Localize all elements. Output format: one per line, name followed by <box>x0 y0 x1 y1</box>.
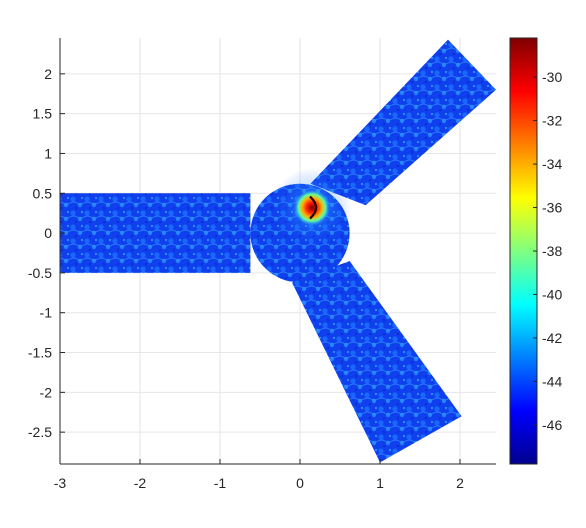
x-tick-label: -3 <box>54 475 67 491</box>
colorbar-tick-label: -36 <box>542 200 562 216</box>
y-tick-label: 1 <box>44 145 52 161</box>
domain-arm <box>60 193 251 273</box>
y-axis-ticks: 2 1.5 1 0.5 0 -0.5 -1 -1.5 -2 -2.5 <box>28 66 65 440</box>
y-tick-label: -1.5 <box>28 345 52 361</box>
y-tick-label: 1.5 <box>33 106 53 122</box>
source-hotspot <box>294 189 330 226</box>
x-tick-label: -2 <box>134 475 147 491</box>
colorbar-tick-label: -34 <box>542 156 562 172</box>
colorbar: -30 -32 -34 -36 -38 -40 -42 -44 -46 <box>509 37 562 465</box>
y-tick-label: -0.5 <box>28 265 52 281</box>
y-tick-label: -1 <box>40 305 53 321</box>
colorbar-tick-label: -40 <box>542 286 562 302</box>
colorbar-scale <box>509 37 538 465</box>
x-tick-label: 1 <box>376 475 384 491</box>
y-tick-label: -2.5 <box>28 424 52 440</box>
colorbar-tick-label: -38 <box>542 243 562 259</box>
x-axis-ticks: -3 -2 -1 0 1 2 <box>54 459 464 491</box>
x-tick-label: -1 <box>214 475 227 491</box>
domain-arm <box>310 39 496 206</box>
colorbar-tick-label: -46 <box>542 417 562 433</box>
colorbar-tick-label: -44 <box>542 373 562 389</box>
domain-arm <box>292 260 462 463</box>
source-contour <box>309 195 318 220</box>
y-tick-label: 2 <box>44 66 52 82</box>
y-tick-label: -2 <box>40 384 53 400</box>
axes <box>59 38 496 465</box>
colorbar-tick-label: -42 <box>542 330 562 346</box>
source-hotspot-group <box>272 167 352 248</box>
colorbar-tick-label: -32 <box>542 113 562 129</box>
x-tick-label: 2 <box>456 475 464 491</box>
colorbar-tick-label: -30 <box>542 69 562 85</box>
x-tick-label: 0 <box>296 475 304 491</box>
field-domain <box>60 39 496 463</box>
y-tick-label: 0 <box>44 225 52 241</box>
y-tick-label: 0.5 <box>33 185 53 201</box>
